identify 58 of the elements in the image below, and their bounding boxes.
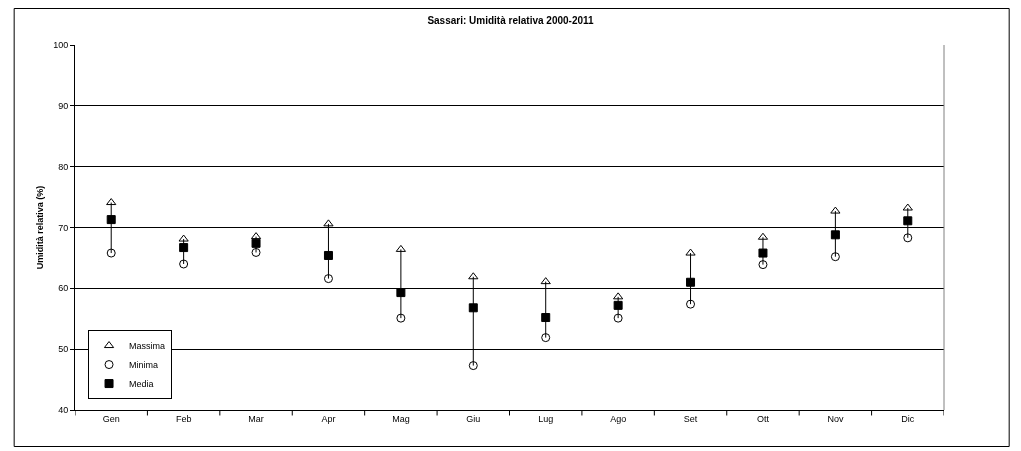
x-tick-label: Ago (610, 413, 627, 424)
point (613, 292, 624, 300)
point (106, 248, 116, 258)
point (830, 206, 841, 214)
x-tick-label: Dic (901, 413, 915, 424)
point (686, 277, 696, 287)
y-tick-label: 70 (58, 222, 69, 233)
point (396, 313, 406, 323)
point (830, 230, 840, 240)
point (396, 288, 406, 298)
y-tick-label: 60 (58, 283, 69, 294)
point (251, 247, 261, 257)
point (323, 274, 333, 284)
point (395, 244, 406, 252)
point (179, 243, 189, 253)
point (468, 272, 479, 280)
point (758, 260, 768, 270)
point (613, 300, 623, 310)
point (179, 259, 189, 269)
legend-label: Massima (129, 341, 166, 352)
x-tick-label: Lug (538, 413, 554, 424)
y-axis-title: Umidità relativa (%) (34, 185, 45, 270)
point (903, 216, 913, 226)
point (323, 250, 333, 260)
point (902, 203, 913, 211)
point (830, 252, 840, 262)
x-tick-label: Gen (102, 413, 120, 424)
point (106, 198, 117, 206)
x-tick-label: Mar (248, 413, 264, 424)
chart-title: Sassari: Umidità relativa 2000-2011 (427, 14, 595, 26)
point (758, 248, 768, 258)
point (323, 219, 334, 227)
y-tick-label: 90 (58, 100, 69, 111)
point (685, 248, 696, 256)
y-tick-label: 80 (58, 161, 69, 172)
point (541, 333, 551, 343)
point (178, 234, 189, 242)
y-tick-label: 40 (58, 405, 69, 416)
x-tick-label: Nov (827, 413, 844, 424)
point (468, 303, 478, 313)
point (613, 313, 623, 323)
legend-label: Media (129, 379, 154, 390)
point (540, 277, 551, 285)
point (251, 238, 261, 248)
x-tick-label: Feb (175, 413, 192, 424)
y-tick-label: 100 (53, 40, 69, 51)
x-tick-label: Mag (392, 413, 410, 424)
point (541, 313, 551, 323)
y-tick-label: 50 (58, 344, 69, 355)
point (903, 233, 913, 243)
x-tick-label: Giu (466, 413, 481, 424)
x-tick-label: Set (683, 413, 698, 424)
point (686, 299, 696, 309)
point (468, 361, 478, 371)
legend-label: Minima (129, 360, 159, 371)
x-tick-label: Ott (756, 413, 770, 424)
x-tick-label: Apr (321, 413, 336, 424)
point (106, 215, 116, 225)
